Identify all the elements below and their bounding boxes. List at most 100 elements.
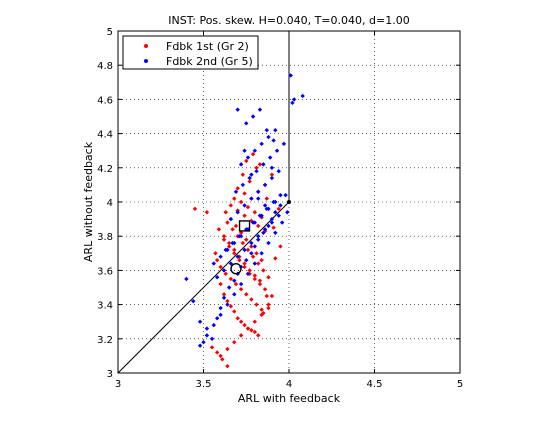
point-series-1	[266, 275, 271, 280]
point-series-1	[232, 247, 237, 253]
point-series-1	[252, 276, 257, 282]
point-series-2	[279, 220, 285, 225]
point-series-2	[214, 316, 220, 321]
point-series-1	[256, 333, 261, 338]
point-series-1	[247, 179, 252, 184]
point-series-2	[256, 237, 261, 242]
point-series-1	[204, 210, 210, 215]
point-series-1	[278, 244, 283, 249]
grid	[118, 31, 460, 373]
point-series-2	[250, 114, 256, 119]
point-series-2	[221, 268, 227, 273]
point-series-1	[252, 319, 257, 324]
point-series-2	[252, 148, 257, 153]
point-series-2	[218, 254, 223, 259]
point-series-2	[266, 240, 271, 246]
point-series-1	[259, 307, 264, 312]
point-series-2	[252, 244, 257, 249]
point-series-2	[276, 169, 281, 174]
legend-label-series-1: Fdbk 1st (Gr 2)	[166, 40, 249, 53]
point-series-2	[269, 175, 275, 181]
point-series-1	[225, 346, 230, 352]
point-series-2	[214, 275, 220, 280]
point-series-2	[273, 127, 278, 133]
point-series-1	[225, 220, 230, 225]
point-series-2	[256, 234, 261, 239]
point-series-2	[261, 162, 266, 167]
point-series-1	[269, 293, 275, 299]
point-series-2	[244, 257, 249, 263]
point-series-1	[242, 191, 247, 196]
point-series-2	[232, 292, 237, 297]
point-series-2	[267, 155, 273, 160]
point-series-2	[291, 97, 297, 102]
mean-marker-series-2	[238, 220, 251, 232]
y-tick-label: 4	[107, 198, 113, 209]
point-series-2	[300, 93, 305, 99]
point-series-1	[209, 345, 215, 350]
point-series-1	[221, 237, 227, 242]
point-series-1	[257, 281, 263, 287]
point-series-2	[256, 189, 261, 194]
point-series-1	[264, 293, 269, 299]
point-series-2	[271, 199, 276, 205]
point-series-2	[257, 213, 263, 218]
point-series-1	[242, 213, 247, 218]
point-series-2	[262, 182, 268, 188]
point-series-1	[232, 196, 237, 201]
point-series-2	[273, 230, 278, 235]
y-tick-label: 4.6	[97, 95, 113, 106]
point-series-1	[240, 172, 246, 177]
point-series-2	[249, 196, 254, 201]
point-series-1	[254, 302, 259, 307]
y-tick-label: 4.4	[97, 130, 113, 141]
y-tick-label: 4.8	[97, 61, 113, 72]
point-series-1	[228, 304, 234, 309]
point-series-2	[249, 240, 254, 246]
point-series-2	[238, 281, 244, 287]
legend: Fdbk 1st (Gr 2) Fdbk 2nd (Gr 5)	[122, 35, 259, 70]
point-series-1	[238, 230, 244, 235]
point-series-2	[283, 192, 288, 198]
point-series-1	[261, 268, 266, 273]
point-series-1	[259, 312, 264, 318]
point-series-1	[218, 281, 223, 287]
y-tick-label: 3.8	[97, 232, 113, 243]
point-series-1	[192, 206, 198, 212]
point-series-1	[250, 151, 256, 157]
point-series-2	[259, 251, 264, 256]
point-series-1	[244, 237, 249, 242]
y-axis-label: ARL without feedback	[82, 141, 95, 262]
point-series-2	[252, 261, 257, 266]
point-series-2	[242, 247, 247, 253]
point-series-1	[242, 261, 247, 266]
reference-corner-point	[287, 200, 291, 204]
point-series-1	[273, 256, 278, 261]
point-series-2	[245, 271, 251, 277]
point-series-1	[266, 302, 271, 307]
point-series-1	[238, 333, 244, 338]
y-tick-label: 5	[107, 27, 113, 38]
point-series-2	[237, 234, 242, 239]
legend-label-series-2: Fdbk 2nd (Gr 5)	[166, 55, 253, 68]
point-series-2	[218, 305, 223, 311]
y-tick-label: 3.6	[97, 266, 113, 277]
point-series-2	[228, 216, 234, 222]
point-series-1	[214, 350, 220, 355]
point-series-2	[250, 220, 256, 225]
point-series-1	[250, 254, 256, 259]
y-tick-label: 3.4	[97, 301, 113, 312]
point-series-1	[254, 251, 259, 256]
point-series-2	[218, 312, 223, 318]
point-series-2	[191, 298, 196, 304]
point-series-2	[223, 247, 228, 253]
point-series-2	[264, 127, 269, 133]
point-series-2	[240, 182, 246, 188]
point-series-2	[285, 210, 290, 215]
point-series-1	[228, 276, 234, 282]
legend-box	[122, 35, 259, 70]
diagonal-reference-line	[117, 201, 290, 374]
point-series-1	[271, 225, 276, 230]
